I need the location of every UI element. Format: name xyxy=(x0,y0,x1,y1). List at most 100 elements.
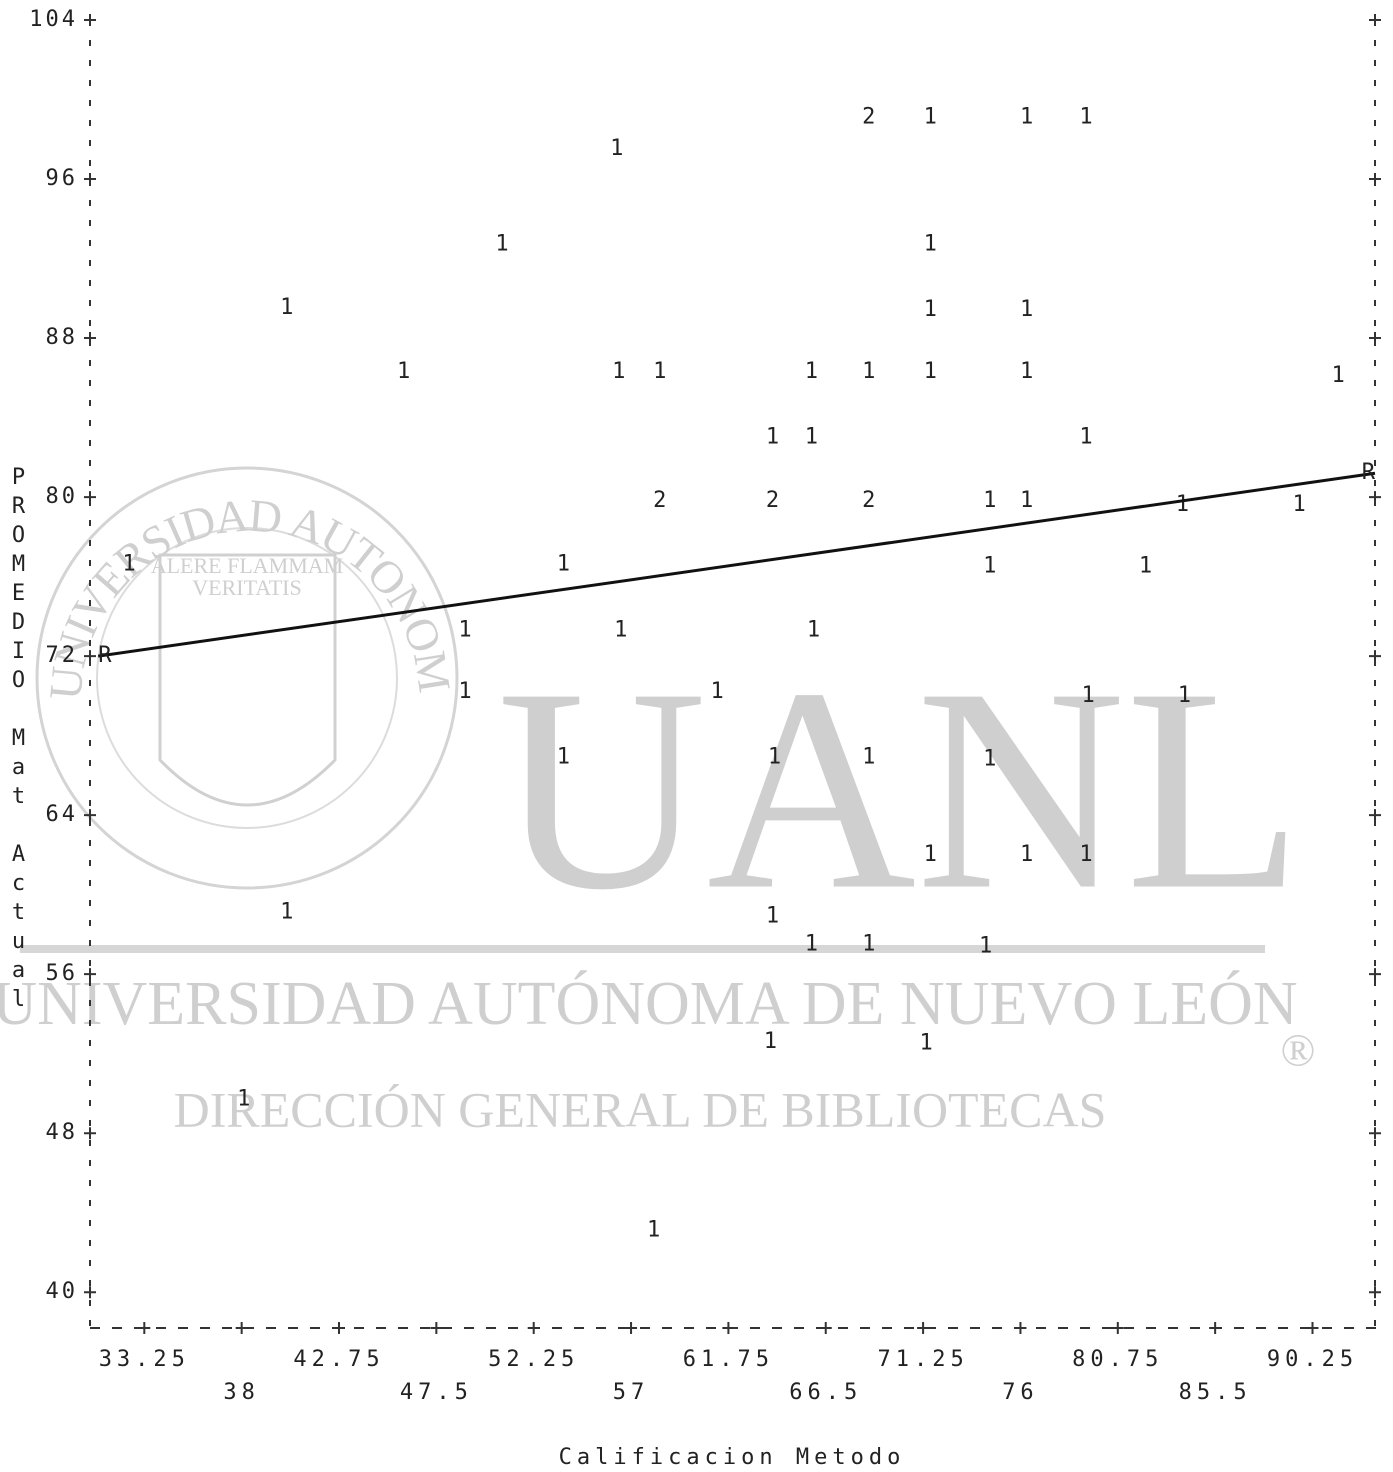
y-tick xyxy=(1369,809,1381,822)
x-tick xyxy=(430,1322,443,1334)
y-tick-label: 40 xyxy=(46,1279,79,1304)
point: 1 xyxy=(862,931,875,956)
point: 1 xyxy=(979,933,992,958)
x-tick xyxy=(333,1322,346,1334)
y-tick xyxy=(84,491,96,504)
x-tick xyxy=(819,1322,832,1334)
x-tick xyxy=(1209,1322,1222,1334)
point: 1 xyxy=(764,1029,777,1054)
point: 1 xyxy=(1020,297,1033,322)
point: 1 xyxy=(557,744,570,769)
fit-marker: R xyxy=(98,643,112,668)
point: 1 xyxy=(495,232,508,257)
point: 1 xyxy=(711,679,724,704)
y-tick-label: 80 xyxy=(46,484,79,509)
point: 2 xyxy=(766,488,779,513)
point: 1 xyxy=(924,104,937,129)
watermark-rule xyxy=(20,945,1265,953)
y-tick xyxy=(1369,173,1381,186)
point: 1 xyxy=(1139,554,1152,579)
x-tick xyxy=(235,1322,248,1334)
y-tick xyxy=(84,809,96,822)
point: 1 xyxy=(1178,683,1191,708)
y-tick-label: 56 xyxy=(46,961,79,986)
point: 1 xyxy=(557,552,570,577)
point: 1 xyxy=(1020,104,1033,129)
x-tick-label: 76 xyxy=(1002,1380,1039,1405)
point: 1 xyxy=(983,554,996,579)
y-tick xyxy=(84,14,96,26)
seal-inner xyxy=(96,527,398,829)
seal-shield xyxy=(158,553,337,807)
point: 1 xyxy=(924,359,937,384)
x-tick xyxy=(527,1322,540,1334)
point: 1 xyxy=(766,904,779,929)
point: 1 xyxy=(1079,842,1092,867)
x-tick-label: 42.75 xyxy=(293,1347,384,1372)
point: 1 xyxy=(1079,424,1092,449)
fit-marker: R xyxy=(1362,460,1376,485)
point: 1 xyxy=(458,679,471,704)
x-tick xyxy=(1014,1322,1027,1334)
point: 1 xyxy=(1331,363,1344,388)
point: 1 xyxy=(924,232,937,257)
point: 1 xyxy=(766,424,779,449)
point: 1 xyxy=(807,617,820,642)
point: 2 xyxy=(653,488,666,513)
point: 1 xyxy=(280,900,293,925)
y-tick xyxy=(84,173,96,186)
point: 1 xyxy=(924,842,937,867)
point: 1 xyxy=(653,359,666,384)
point: 1 xyxy=(280,295,293,320)
y-tick xyxy=(84,650,96,663)
x-axis-label: Calificacion Metodo xyxy=(559,1445,906,1470)
x-tick-label: 85.5 xyxy=(1179,1380,1252,1405)
logo: UANL xyxy=(497,629,1302,950)
point: 1 xyxy=(1020,488,1033,513)
seal-ring xyxy=(35,466,459,890)
x-tick-label: 61.75 xyxy=(683,1347,774,1372)
point: 1 xyxy=(862,744,875,769)
point: 1 xyxy=(862,359,875,384)
point: 1 xyxy=(458,617,471,642)
x-tick-label: 80.75 xyxy=(1072,1347,1163,1372)
point: 1 xyxy=(1293,492,1306,517)
fit-line xyxy=(97,471,1376,658)
point: 1 xyxy=(805,424,818,449)
point: 1 xyxy=(612,359,625,384)
y-tick xyxy=(1369,491,1381,504)
y-tick xyxy=(1369,332,1381,345)
point: 1 xyxy=(983,746,996,771)
motto: VERITATIS xyxy=(192,575,301,600)
y-tick xyxy=(1369,968,1381,981)
x-tick xyxy=(138,1322,151,1334)
point: 1 xyxy=(237,1086,250,1111)
x-tick-label: 90.25 xyxy=(1267,1347,1358,1372)
point: 1 xyxy=(1020,842,1033,867)
y-tick xyxy=(1369,1127,1381,1140)
y-tick xyxy=(1369,650,1381,663)
y-tick xyxy=(84,1286,96,1299)
x-tick-label: 47.5 xyxy=(400,1380,473,1405)
y-axis-label: PROMEDIO Mat Actual xyxy=(6,465,31,1016)
point: 1 xyxy=(610,136,623,161)
point: 1 xyxy=(1176,492,1189,517)
y-tick-label: 96 xyxy=(46,166,79,191)
x-tick xyxy=(722,1322,735,1334)
x-tick xyxy=(1306,1322,1319,1334)
point: 1 xyxy=(805,359,818,384)
point: 1 xyxy=(983,488,996,513)
x-tick-label: 38 xyxy=(223,1380,260,1405)
y-tick xyxy=(1369,14,1381,26)
y-tick xyxy=(84,332,96,345)
motto: ALERE FLAMMAM xyxy=(151,553,344,578)
y-tick-label: 48 xyxy=(46,1120,79,1145)
point: 1 xyxy=(805,931,818,956)
y-tick xyxy=(84,968,96,981)
point: 2 xyxy=(862,488,875,513)
point: 1 xyxy=(647,1218,660,1243)
point: 1 xyxy=(122,552,135,577)
point: 1 xyxy=(397,359,410,384)
y-tick xyxy=(1369,1286,1381,1299)
point: 1 xyxy=(920,1031,933,1056)
